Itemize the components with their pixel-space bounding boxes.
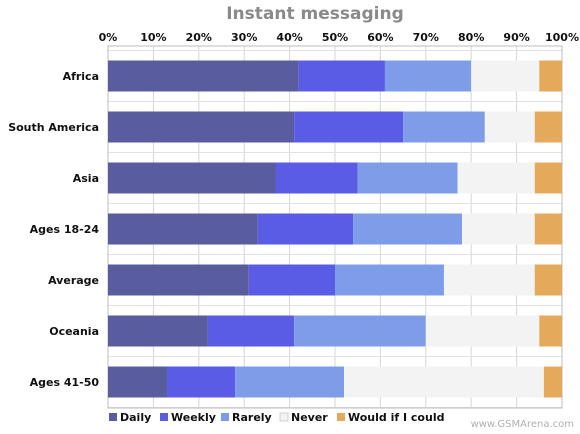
- bar-weekly: [248, 264, 335, 296]
- bar-would-if-i-could: [539, 60, 562, 92]
- legend-swatch: [221, 413, 229, 421]
- bar-would-if-i-could: [534, 213, 562, 245]
- x-tick-label: 60%: [367, 31, 393, 44]
- legend-label: Would if I could: [348, 411, 444, 424]
- bar-never: [484, 111, 535, 143]
- bar-weekly: [294, 111, 404, 143]
- bar-never: [462, 213, 535, 245]
- legend-label: Never: [291, 411, 328, 424]
- category-label: Average: [48, 274, 99, 287]
- bar-daily: [108, 315, 208, 347]
- category-label: Africa: [63, 70, 99, 83]
- x-tick-label: 100%: [545, 31, 579, 44]
- bar-would-if-i-could: [534, 111, 562, 143]
- bar-rarely: [353, 213, 463, 245]
- bar-never: [457, 162, 535, 194]
- x-axis-ticks: 0% 10% 20% 30% 40% 50% 60% 70% 80% 90% 100%: [99, 31, 579, 44]
- bar-daily: [108, 213, 258, 245]
- legend: Daily Weekly Rarely Never Would if I could: [109, 411, 444, 424]
- legend-swatch: [337, 413, 345, 421]
- bar-never: [344, 366, 544, 398]
- bar-daily: [108, 264, 249, 296]
- x-tick-label: 10%: [140, 31, 166, 44]
- bar-daily: [108, 111, 295, 143]
- x-tick-label: 90%: [503, 31, 529, 44]
- bar-never: [443, 264, 535, 296]
- category-label: South America: [8, 121, 99, 134]
- x-tick-label: 20%: [186, 31, 212, 44]
- bar-weekly: [275, 162, 358, 194]
- bar-daily: [108, 366, 168, 398]
- legend-swatch: [160, 413, 168, 421]
- bar-weekly: [207, 315, 295, 347]
- bar-weekly: [167, 366, 236, 398]
- bar-rarely: [335, 264, 444, 296]
- legend-swatch: [279, 412, 289, 422]
- category-label: Ages 18-24: [30, 223, 100, 236]
- bar-daily: [108, 162, 276, 194]
- bar-would-if-i-could: [543, 366, 562, 398]
- legend-swatch: [109, 413, 117, 421]
- x-tick-label: 0%: [99, 31, 118, 44]
- legend-label: Daily: [120, 411, 151, 424]
- x-tick-label: 80%: [458, 31, 484, 44]
- x-tick-label: 30%: [231, 31, 257, 44]
- bar-daily: [108, 60, 299, 92]
- x-tick-label: 50%: [322, 31, 348, 44]
- category-label: Oceania: [49, 325, 99, 338]
- chart-title: Instant messaging: [226, 4, 404, 24]
- bar-would-if-i-could: [534, 162, 562, 194]
- watermark: www.GSMArena.com: [471, 419, 574, 430]
- bar-weekly: [257, 213, 354, 245]
- x-tick-label: 40%: [276, 31, 302, 44]
- bar-would-if-i-could: [539, 315, 562, 347]
- bar-rarely: [403, 111, 485, 143]
- bar-rarely: [357, 162, 458, 194]
- bar-rarely: [294, 315, 426, 347]
- bar-would-if-i-could: [534, 264, 562, 296]
- category-label: Asia: [73, 172, 99, 185]
- x-tick-label: 70%: [413, 31, 439, 44]
- category-label: Ages 41-50: [30, 376, 100, 389]
- legend-label: Rarely: [232, 411, 272, 424]
- bars: [108, 60, 562, 398]
- bar-never: [425, 315, 540, 347]
- category-labels: Africa South America Asia Ages 18-24 Average…: [8, 70, 99, 389]
- bar-rarely: [384, 60, 472, 92]
- bar-rarely: [235, 366, 345, 398]
- legend-label: Weekly: [171, 411, 216, 424]
- bar-never: [471, 60, 540, 92]
- bar-weekly: [298, 60, 385, 92]
- gridlines: [107, 45, 563, 409]
